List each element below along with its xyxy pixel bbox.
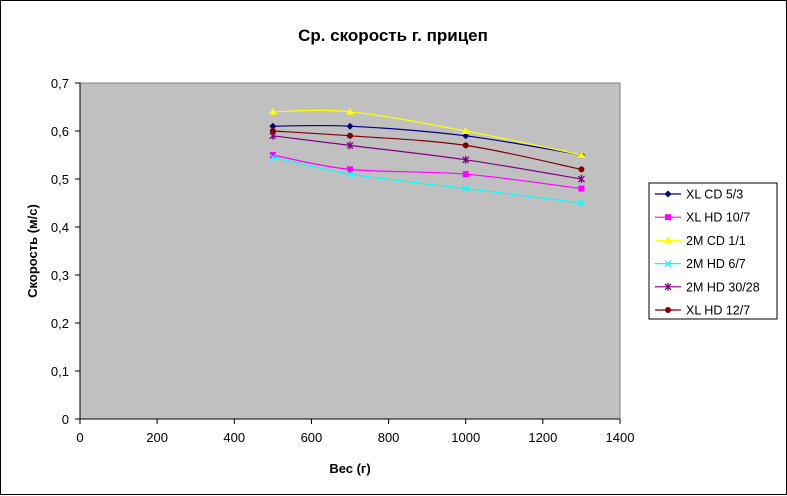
series bbox=[269, 128, 585, 173]
x-tick-label: 600 bbox=[301, 430, 323, 445]
legend-marker bbox=[664, 236, 672, 244]
y-tick-label: 0,2 bbox=[51, 316, 69, 331]
x-tick-label: 400 bbox=[223, 430, 245, 445]
legend-item: 2M HD 30/28 bbox=[655, 280, 760, 294]
y-tick-label: 0,3 bbox=[51, 268, 69, 283]
chart-title: Ср. скорость г. прицеп bbox=[298, 26, 488, 45]
series-line bbox=[272, 109, 582, 156]
x-tick-label: 0 bbox=[76, 430, 83, 445]
series bbox=[269, 152, 585, 192]
series-line bbox=[272, 156, 582, 204]
data-point bbox=[462, 185, 470, 193]
series-line bbox=[272, 135, 582, 180]
legend-marker bbox=[664, 260, 672, 268]
axes: 0 200 400 600 800 1000 1200 1400 0 0,1 0,2 0,3 0,4 0,… bbox=[51, 76, 635, 445]
data-point bbox=[347, 132, 353, 139]
data-point bbox=[462, 171, 469, 178]
legend-item: 2M CD 1/1 bbox=[655, 234, 746, 248]
legend-item: XL HD 12/7 bbox=[655, 304, 750, 318]
series bbox=[269, 131, 585, 183]
y-tick-label: 0,1 bbox=[51, 364, 69, 379]
legend-marker bbox=[665, 307, 671, 313]
data-point bbox=[578, 166, 585, 173]
x-tick-label: 200 bbox=[146, 430, 168, 445]
data-point bbox=[462, 132, 470, 140]
series bbox=[268, 107, 586, 158]
legend-item: XL CD 5/3 bbox=[655, 188, 743, 202]
y-tick-label: 0 bbox=[62, 412, 69, 427]
data-point bbox=[577, 175, 585, 183]
data-point bbox=[269, 153, 277, 161]
series-line bbox=[272, 154, 582, 190]
legend-label: XL HD 10/7 bbox=[686, 211, 750, 225]
legend-label: XL HD 12/7 bbox=[686, 304, 750, 318]
legend-label: 2M CD 1/1 bbox=[686, 234, 746, 248]
data-point bbox=[577, 151, 586, 158]
data-point bbox=[346, 107, 354, 115]
data-point bbox=[269, 128, 276, 134]
data-point bbox=[577, 199, 585, 207]
legend-item: 2M HD 6/7 bbox=[655, 257, 746, 271]
legend-marker bbox=[665, 214, 671, 221]
x-tick-label: 1400 bbox=[606, 430, 635, 445]
data-point bbox=[346, 141, 354, 150]
legend-item: XL HD 10/7 bbox=[655, 211, 750, 225]
data-point bbox=[269, 152, 276, 158]
data-point bbox=[462, 142, 469, 149]
legend-label: 2M HD 30/28 bbox=[686, 280, 760, 294]
y-tick-label: 0,6 bbox=[51, 124, 69, 139]
series-line bbox=[272, 130, 582, 170]
data-point bbox=[269, 122, 277, 130]
data-point bbox=[578, 185, 585, 192]
data-point bbox=[461, 127, 470, 134]
plot-area bbox=[79, 82, 621, 420]
legend-marker bbox=[664, 190, 672, 198]
legend: XL CD 5/3 XL HD 10/7 2M CD 1/1 2M HD 6/7 2M … bbox=[648, 182, 778, 320]
series-line bbox=[272, 124, 582, 156]
x-tick-label: 1200 bbox=[528, 430, 557, 445]
series bbox=[269, 153, 585, 207]
legend-marker bbox=[664, 282, 672, 291]
data-point bbox=[268, 107, 277, 115]
legend-box bbox=[648, 182, 778, 320]
legend-label: 2M HD 6/7 bbox=[686, 257, 746, 271]
y-tick-label: 0,5 bbox=[51, 172, 69, 187]
y-tick-label: 0,4 bbox=[51, 220, 69, 235]
data-point bbox=[346, 122, 354, 130]
y-tick-label: 0,7 bbox=[51, 76, 69, 91]
x-tick-label: 800 bbox=[378, 430, 400, 445]
legend-label: XL CD 5/3 bbox=[686, 188, 743, 202]
data-point bbox=[347, 166, 353, 173]
series-layer bbox=[268, 107, 586, 207]
data-point bbox=[462, 155, 470, 164]
x-axis-title: Вес (г) bbox=[329, 461, 370, 476]
x-tick-label: 1000 bbox=[451, 430, 480, 445]
data-point bbox=[346, 170, 354, 178]
y-axis-title: Скорость (м/с) bbox=[25, 204, 40, 298]
